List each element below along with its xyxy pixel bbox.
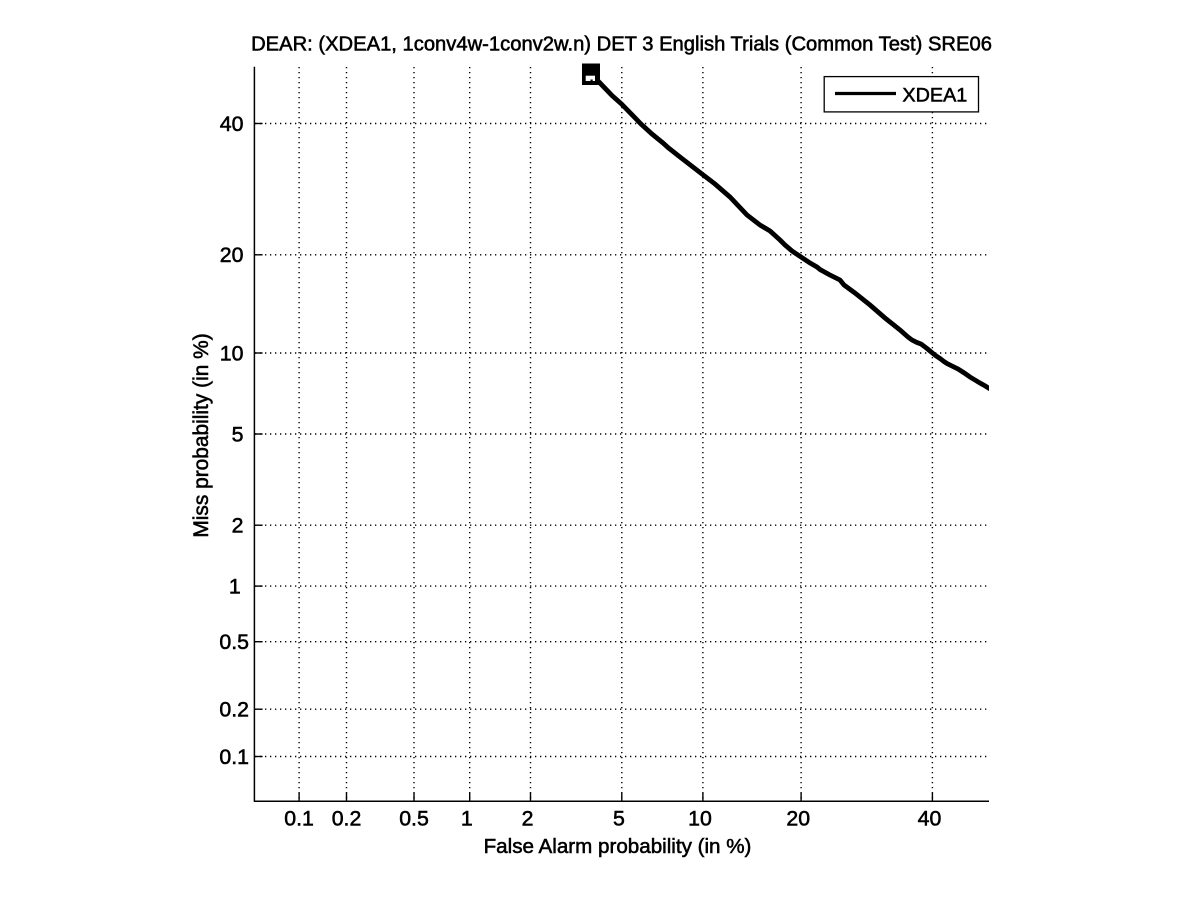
svg-text:5: 5: [232, 422, 244, 446]
svg-text:0.1: 0.1: [219, 745, 249, 769]
svg-text:0.5: 0.5: [219, 630, 249, 654]
svg-text:False Alarm probability (in %): False Alarm probability (in %): [484, 835, 752, 858]
svg-text:10: 10: [220, 341, 244, 365]
svg-text:0.5: 0.5: [399, 807, 429, 831]
svg-text:1: 1: [229, 574, 241, 598]
svg-text:0.1: 0.1: [284, 807, 314, 831]
svg-text:0.2: 0.2: [332, 807, 362, 831]
svg-text:Miss probability (in %): Miss probability (in %): [190, 333, 213, 537]
svg-text:5: 5: [613, 807, 625, 831]
svg-text:20: 20: [220, 243, 244, 267]
svg-text:2: 2: [522, 807, 534, 831]
svg-text:0.2: 0.2: [219, 698, 249, 722]
svg-text:40: 40: [220, 112, 244, 136]
svg-text:10: 10: [688, 807, 712, 831]
svg-text:DEAR: (XDEA1, 1conv4w-1conv2w.: DEAR: (XDEA1, 1conv4w-1conv2w.n) DET 3 E…: [251, 34, 992, 56]
svg-text:2: 2: [232, 514, 244, 538]
svg-text:20: 20: [786, 807, 810, 831]
svg-text:40: 40: [918, 807, 942, 831]
svg-text:1: 1: [461, 807, 473, 831]
svg-text:XDEA1: XDEA1: [902, 85, 967, 107]
